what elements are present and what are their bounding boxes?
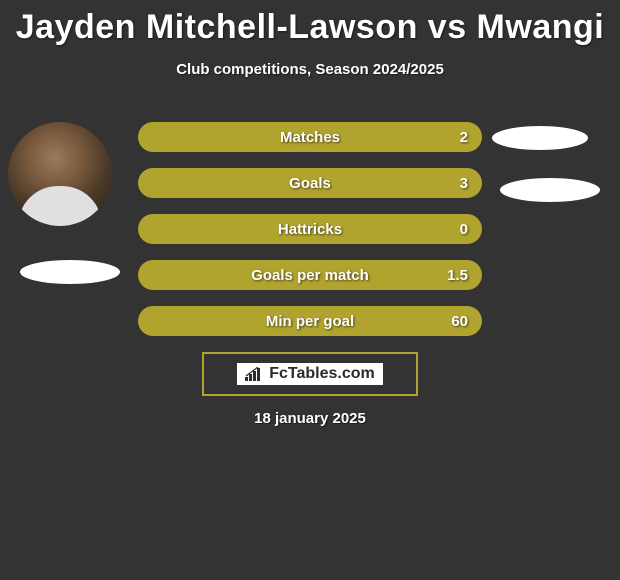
- stat-value: 0: [460, 221, 468, 238]
- player2-avatar-placeholder: [492, 126, 588, 150]
- stat-value: 60: [451, 313, 468, 330]
- player1-name-placeholder: [20, 260, 120, 284]
- player1-avatar: [8, 122, 112, 226]
- stat-label: Matches: [280, 129, 340, 146]
- brand-badge-inner: FcTables.com: [237, 363, 383, 385]
- stat-label: Hattricks: [278, 221, 342, 238]
- subtitle: Club competitions, Season 2024/2025: [0, 61, 620, 78]
- brand-badge: FcTables.com: [202, 352, 418, 396]
- chart-icon: [245, 367, 263, 381]
- stat-value: 2: [460, 129, 468, 146]
- brand-text: FcTables.com: [269, 365, 375, 383]
- stat-bar-hattricks: Hattricks 0: [138, 214, 482, 244]
- stat-label: Goals: [289, 175, 331, 192]
- footer-date: 18 january 2025: [0, 410, 620, 427]
- stat-label: Goals per match: [251, 267, 369, 284]
- stat-value: 3: [460, 175, 468, 192]
- stat-bar-goals: Goals 3: [138, 168, 482, 198]
- stat-bar-min-per-goal: Min per goal 60: [138, 306, 482, 336]
- stat-label: Min per goal: [266, 313, 354, 330]
- stat-value: 1.5: [447, 267, 468, 284]
- player2-name-placeholder: [500, 178, 600, 202]
- stat-bar-matches: Matches 2: [138, 122, 482, 152]
- stat-bar-goals-per-match: Goals per match 1.5: [138, 260, 482, 290]
- stats-bars: Matches 2 Goals 3 Hattricks 0 Goals per …: [138, 122, 482, 352]
- page-title: Jayden Mitchell-Lawson vs Mwangi: [0, 0, 620, 47]
